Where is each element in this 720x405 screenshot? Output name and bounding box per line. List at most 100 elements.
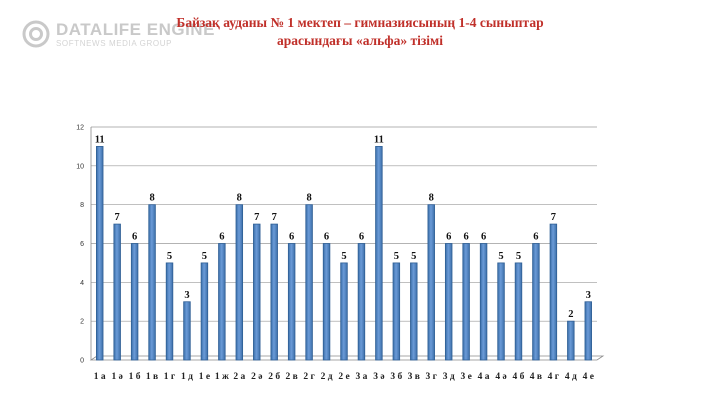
bar [357,243,366,361]
bar [235,204,244,361]
data-label: 5 [202,251,207,262]
y-tick-label: 0 [80,358,84,365]
x-tick-label: 1 а [94,372,106,382]
x-tick-label: 1 е [199,372,210,382]
data-label: 7 [551,212,556,223]
x-axis-ticks: 1 а 1 ә 1 б 1 в 1 г 1 д 1 е 1 ж 2 а 2 ә 2 б 2 в 2 г 2… [94,371,594,382]
bar [183,301,191,361]
bar [113,223,121,361]
data-label: 5 [516,251,521,262]
x-tick-label: 3 б [390,371,402,382]
data-label: 5 [394,251,399,262]
data-label: 7 [272,212,277,223]
bar [584,301,592,361]
x-tick-label: 3 в [408,372,420,382]
bar [130,243,139,361]
data-label: 8 [429,193,434,204]
bar [165,262,174,361]
x-tick-label: 4 е [583,372,594,382]
data-label: 8 [237,193,242,204]
data-label: 6 [324,232,329,243]
bar [148,204,156,361]
data-label: 8 [149,193,154,204]
x-tick-label: 4 б [513,371,525,382]
bar [549,223,558,361]
bar [322,243,331,361]
x-tick-label: 2 е [338,372,349,382]
x-tick-label: 4 в [530,372,542,382]
data-label: 7 [254,212,259,223]
data-label: 3 [586,290,591,301]
x-tick-label: 1 ә [112,372,123,382]
bar [340,262,348,361]
data-label: 5 [341,251,346,262]
bars [96,146,592,361]
bar [462,243,470,361]
bar [96,146,104,361]
watermark-tagline: SOFTNEWS MEDIA GROUP [56,38,173,48]
x-tick-label: 3 г [426,372,438,382]
y-tick-label: 2 [80,319,84,326]
data-label: 8 [306,193,311,204]
bar [532,243,540,361]
x-tick-label: 3 а [356,372,368,382]
bar [253,223,261,361]
bar [479,243,488,361]
x-tick-label: 2 г [303,372,315,382]
data-label: 5 [411,251,416,262]
x-tick-label: 1 ж [215,372,229,382]
bar [392,262,401,361]
bar [218,243,226,361]
bar [375,146,383,361]
x-tick-label: 4 г [548,372,560,382]
y-tick-label: 8 [80,202,84,209]
bar [270,223,278,361]
chart-title: Байзақ ауданы № 1 мектеп – гимназиясының… [140,14,580,50]
y-tick-label: 4 [80,280,84,287]
x-tick-label: 1 в [146,372,158,382]
bar [305,204,313,361]
data-label: 11 [95,134,105,145]
x-tick-label: 2 а [233,372,245,382]
data-label: 6 [132,232,137,243]
x-tick-label: 1 г [164,372,176,382]
bar [410,262,418,361]
data-label: 3 [184,290,189,301]
x-tick-label: 4 д [565,372,577,382]
bar [444,243,453,361]
x-tick-label: 1 д [181,372,193,382]
data-label: 6 [464,232,469,243]
data-label: 5 [498,251,503,262]
bar [200,262,209,361]
data-label: 6 [481,232,486,243]
y-tick-label: 10 [76,163,84,170]
bar [287,243,296,361]
x-tick-label: 1 б [129,371,141,382]
x-tick-label: 4 ә [495,372,506,382]
y-tick-label: 6 [80,241,84,248]
data-label: 2 [568,309,573,320]
data-label: 6 [533,232,538,243]
y-axis-ticks: 0 2 4 6 8 10 12 [76,125,84,365]
x-tick-label: 2 в [286,372,298,382]
bar [427,204,435,361]
data-label: 6 [446,232,451,243]
x-tick-label: 2 д [321,372,333,382]
data-labels: 11 7 6 8 5 3 5 6 8 7 7 6 8 6 5 6 11 5 5 8 6 6 6 5 5 6 7 2 3 [95,134,591,320]
watermark-brand: DATALIFE ENGINE [56,19,215,39]
data-label: 6 [289,232,294,243]
chart-title-line-2: арасындағы «альфа» тізімі [277,33,443,48]
bar [567,320,575,361]
bar [514,262,523,361]
data-label: 7 [115,212,120,223]
x-tick-label: 3 е [460,372,471,382]
x-tick-label: 4 а [478,372,490,382]
y-tick-label: 12 [76,125,84,132]
data-label: 11 [374,134,384,145]
x-tick-label: 3 д [443,372,455,382]
x-tick-label: 2 б [268,371,280,382]
x-tick-label: 3 ә [373,372,384,382]
watermark: DATALIFE ENGINE SOFTNEWS MEDIA GROUP [22,20,215,48]
datalife-logo-icon [22,20,50,48]
data-label: 6 [359,232,364,243]
